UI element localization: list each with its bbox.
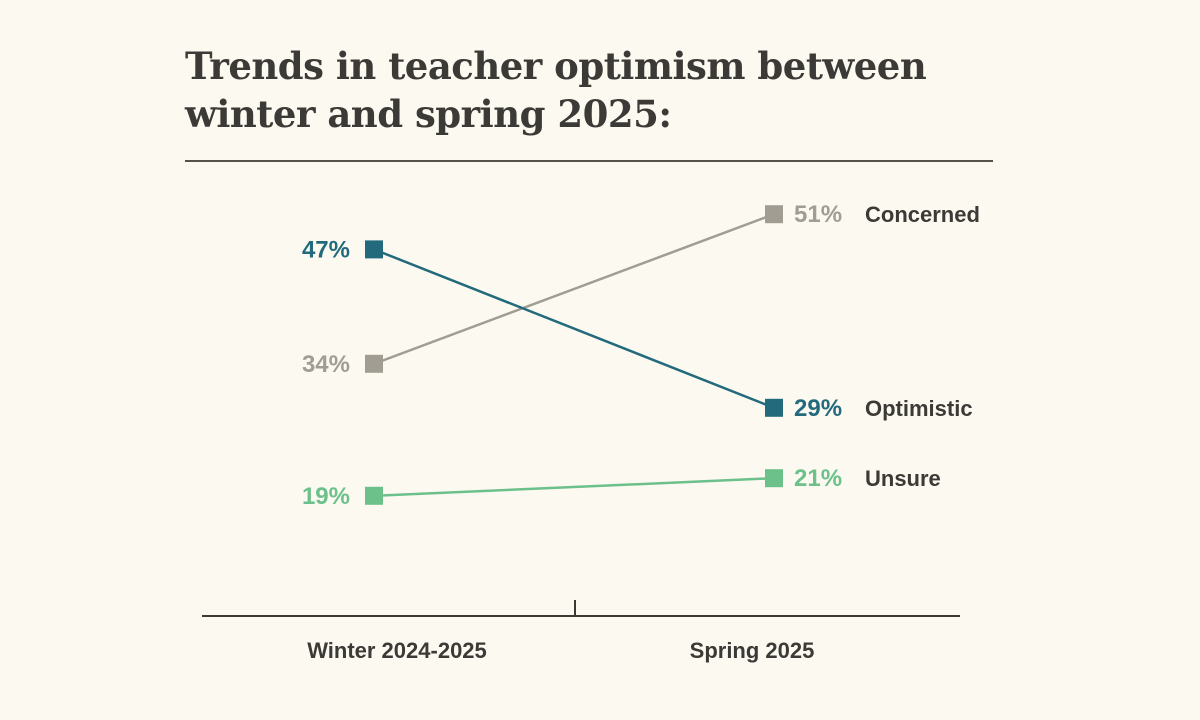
series-line-optimistic	[373, 248, 775, 409]
x-tick-label-spring: Spring 2025	[690, 638, 815, 663]
series-name-unsure: Unsure	[865, 466, 941, 491]
x-axis-ticks: Winter 2024-2025 Spring 2025	[307, 638, 814, 663]
chart-title: Trends in teacher optimism between winte…	[185, 44, 927, 136]
series-name-optimistic: Optimistic	[865, 396, 973, 421]
marker-concerned-spring	[765, 205, 783, 224]
marker-concerned-winter	[365, 354, 383, 373]
data-label-concerned-spring: 51%	[794, 201, 842, 228]
x-tick-label-winter: Winter 2024-2025	[307, 638, 487, 663]
marker-optimistic-spring	[765, 398, 783, 417]
marker-optimistic-winter	[365, 240, 383, 259]
marker-unsure-winter	[365, 486, 383, 505]
series-markers	[365, 205, 783, 505]
data-label-optimistic-spring: 29%	[794, 395, 842, 422]
data-label-unsure-winter: 19%	[302, 483, 350, 510]
series-line-concerned	[373, 213, 775, 365]
series-lines	[373, 213, 775, 498]
title-divider	[185, 160, 993, 162]
data-label-unsure-spring: 21%	[794, 465, 842, 492]
series-line-unsure	[373, 476, 775, 498]
marker-unsure-spring	[765, 469, 783, 488]
series-name-concerned: Concerned	[865, 202, 980, 227]
data-label-concerned-winter: 34%	[302, 351, 350, 378]
series-labels: 34% 51% Concerned 47% 29% Optimistic 19% 21% Uns…	[302, 201, 980, 510]
data-label-optimistic-winter: 47%	[302, 236, 350, 263]
